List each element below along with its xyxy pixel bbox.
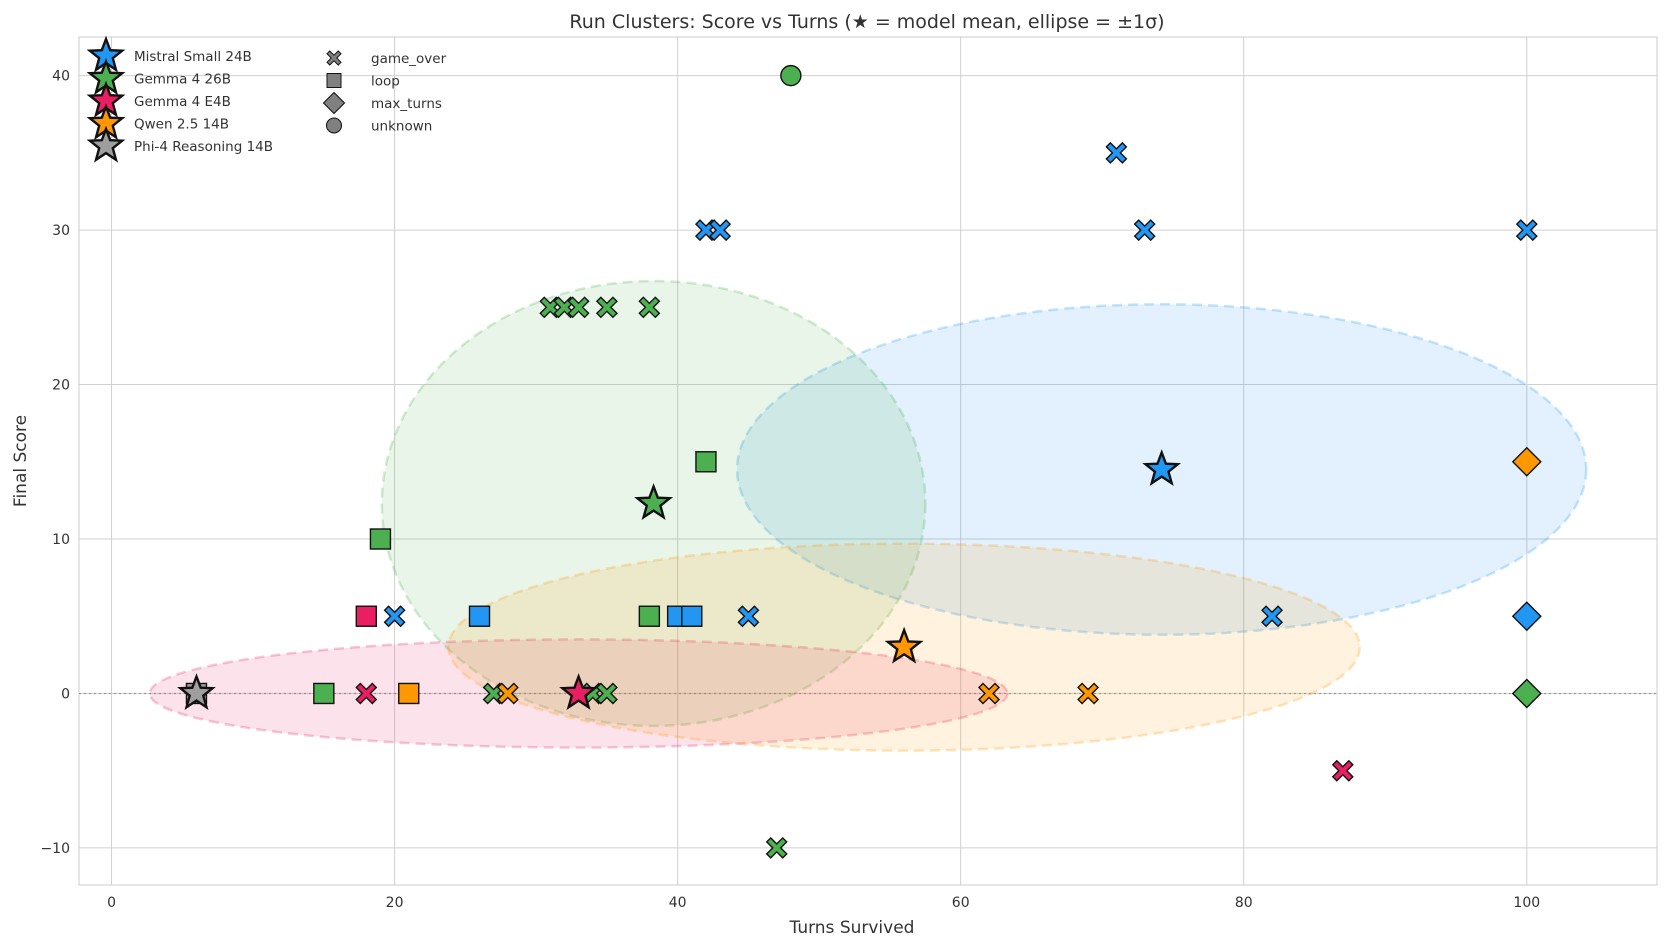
y-tick-label: 10 — [52, 532, 70, 548]
legend-label: Mistral Small 24B — [134, 49, 252, 65]
legend-max_turns-icon — [322, 91, 346, 115]
point-loop — [369, 528, 392, 550]
plot-area — [78, 36, 1658, 886]
point-game_over — [496, 682, 519, 705]
mean-star — [177, 673, 216, 710]
legend-label: unknown — [371, 119, 432, 135]
point-max_turns — [1511, 446, 1542, 477]
point-loop — [468, 605, 491, 627]
x-tick-label: 0 — [107, 895, 116, 911]
legend-label: loop — [371, 74, 400, 90]
mean-star — [884, 626, 924, 664]
point-game_over — [595, 296, 618, 319]
legend-label: Gemma 4 26B — [134, 72, 231, 88]
x-axis-label: Turns Survived — [789, 918, 915, 938]
x-tick-label: 80 — [1235, 895, 1253, 911]
x-tick-label: 60 — [952, 895, 970, 911]
x-tick-label: 100 — [1513, 895, 1540, 911]
legend: Mistral Small 24B Gemma 4 26B Gemma 4 E4B Q… — [86, 35, 447, 163]
x-tick-label: 20 — [386, 895, 404, 911]
point-game_over — [595, 682, 618, 705]
legend-star-icon — [86, 125, 126, 163]
legend-label: Qwen 2.5 14B — [134, 117, 229, 133]
point-unknown — [780, 64, 802, 87]
mean-star — [1142, 449, 1182, 486]
x-tick-label: 40 — [669, 895, 687, 911]
y-tick-label: 0 — [61, 686, 70, 702]
legend-loop-icon — [326, 73, 342, 88]
mean-stars — [177, 449, 1182, 710]
point-game_over — [978, 682, 1000, 705]
point-game_over — [1133, 219, 1156, 242]
y-axis-label: Final Score — [11, 415, 31, 507]
point-game_over — [1331, 759, 1354, 782]
point-loop — [695, 451, 717, 473]
y-tick-label: 40 — [52, 69, 70, 85]
legend-unknown-icon — [325, 117, 343, 134]
point-max_turns — [1511, 678, 1542, 709]
legend-label: max_turns — [371, 96, 442, 112]
point-game_over — [737, 605, 760, 628]
point-game_over — [567, 296, 590, 319]
point-loop — [313, 682, 335, 705]
grid — [78, 36, 1658, 886]
point-game_over — [1077, 682, 1100, 705]
point-loop — [638, 605, 661, 627]
point-max_turns — [1511, 601, 1542, 632]
point-game_over — [1261, 605, 1284, 628]
legend-label: Gemma 4 E4B — [134, 94, 231, 110]
y-tick-label: 30 — [52, 223, 70, 239]
tick-labels: 0 20 40 60 80 100 −10 0 10 20 30 40 — [40, 69, 1540, 911]
point-loop — [355, 605, 377, 627]
point-game_over — [355, 682, 378, 705]
legend-label: game_over — [371, 51, 447, 67]
y-tick-label: 20 — [52, 378, 70, 394]
legend-game_over-icon — [326, 50, 342, 66]
mean-star — [559, 673, 599, 710]
point-loop — [681, 605, 703, 627]
point-game_over — [1105, 141, 1128, 164]
point-loop — [398, 682, 420, 705]
legend-label: Phi-4 Reasoning 14B — [134, 139, 273, 155]
y-tick-label: −10 — [40, 841, 70, 857]
point-game_over — [638, 296, 661, 319]
point-game_over — [1515, 219, 1538, 242]
point-game_over — [383, 605, 406, 628]
mean-star — [634, 483, 674, 520]
point-game_over — [765, 836, 788, 859]
point-game_over — [709, 219, 732, 242]
chart-title: Run Clusters: Score vs Turns (★ = model … — [569, 11, 1164, 33]
